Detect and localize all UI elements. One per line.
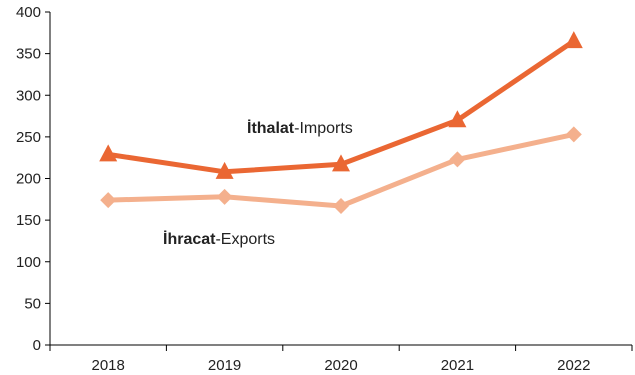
series-label-exports-bold: İhracat — [163, 230, 216, 248]
x-tick-label: 2019 — [208, 357, 241, 374]
series-label-imports-rest: -Imports — [294, 120, 353, 137]
data-point-1-3 — [449, 151, 466, 168]
x-tick-label: 2020 — [324, 357, 357, 374]
data-point-1-1 — [216, 188, 233, 205]
data-point-0-1 — [215, 161, 234, 179]
data-point-0-0 — [99, 144, 118, 162]
x-axis: 2018 2019 2020 2021 2022 — [49, 344, 633, 374]
data-point-1-2 — [333, 197, 349, 214]
data-point-1-4 — [565, 126, 582, 143]
y-tick-label: 300 — [16, 87, 41, 104]
series-line-0 — [105, 38, 577, 175]
series-label-imports: İthalat-Imports — [247, 119, 353, 137]
x-tick-label: 2021 — [441, 357, 474, 374]
y-tick-label: 150 — [16, 212, 41, 229]
data-point-0-4 — [564, 31, 583, 49]
series-label-exports-rest: -Exports — [215, 231, 275, 248]
y-tick-label: 50 — [24, 295, 41, 312]
series-markers — [99, 31, 583, 214]
x-tick-label: 2022 — [557, 357, 590, 374]
data-point-0-2 — [332, 154, 350, 172]
data-point-0-3 — [448, 110, 467, 128]
y-tick-label: 0 — [33, 337, 41, 354]
y-tick-label: 350 — [16, 46, 41, 63]
y-tick-label: 200 — [16, 171, 41, 188]
y-tick-label: 400 — [16, 4, 41, 21]
x-tick-label: 2018 — [92, 357, 125, 374]
data-point-1-0 — [100, 192, 117, 209]
y-tick-label: 250 — [16, 129, 41, 146]
y-tick-label: 100 — [16, 254, 41, 271]
series-label-imports-bold: İthalat — [247, 119, 295, 137]
y-axis: 0 50 100 150 200 250 300 350 400 — [16, 4, 51, 354]
series-label-exports: İhracat-Exports — [163, 230, 275, 248]
